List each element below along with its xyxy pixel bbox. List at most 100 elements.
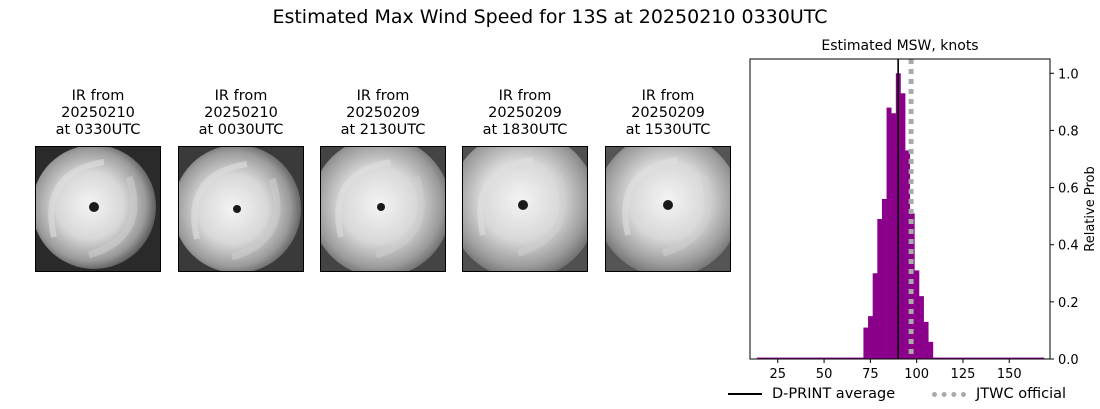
- histogram-bar: [988, 357, 994, 359]
- histogram-bar: [1034, 357, 1040, 359]
- x-tick-label: 100: [904, 367, 929, 382]
- ir-caption-date: 20250210: [61, 105, 135, 121]
- histogram-bar: [909, 213, 915, 359]
- y-tick-label: 0.4: [1058, 239, 1079, 254]
- histogram-bar: [770, 357, 776, 359]
- histogram-bar: [918, 296, 924, 359]
- histogram-bar: [1006, 357, 1012, 359]
- histogram-bar: [817, 357, 823, 359]
- ir-caption-time: at 2130UTC: [340, 122, 426, 138]
- histogram-bar: [1002, 357, 1008, 359]
- histogram-bar: [858, 357, 864, 359]
- ir-satellite-image: [178, 146, 304, 272]
- histogram-bar: [979, 357, 985, 359]
- legend-item-dprint: D-PRINT average: [728, 386, 895, 402]
- histogram-bar: [983, 357, 989, 359]
- plot-frame: [749, 58, 1051, 360]
- ir-satellite-image: [35, 146, 161, 272]
- histogram-bar: [900, 93, 906, 360]
- dotted-line-swatch-icon: [932, 391, 966, 397]
- histogram-bar: [923, 321, 929, 359]
- page-title: Estimated Max Wind Speed for 13S at 2025…: [272, 6, 828, 28]
- ir-panel: IR from 20250210 at 0330UTC: [35, 88, 161, 272]
- histogram-bar: [766, 357, 772, 359]
- histogram-bar: [844, 357, 850, 359]
- histogram-bar: [798, 357, 804, 359]
- histogram-bar: [840, 357, 846, 359]
- histogram-bar: [1025, 357, 1031, 359]
- legend-item-jtwc: JTWC official: [932, 386, 1066, 402]
- y-tick-label: 1.0: [1058, 67, 1079, 82]
- ir-panel: IR from 20250209 at 1830UTC: [462, 88, 588, 272]
- ir-caption-time: at 1830UTC: [482, 122, 568, 138]
- histogram-bar: [1011, 357, 1017, 359]
- histogram-bar: [956, 357, 961, 359]
- histogram-bar: [932, 357, 938, 359]
- histogram-bar: [835, 357, 841, 359]
- histogram-bar: [877, 219, 883, 359]
- histogram-bar: [881, 199, 887, 359]
- histogram-bar: [965, 357, 971, 359]
- chart-title: Estimated MSW, knots: [821, 38, 978, 54]
- ir-satellite-image: [462, 146, 588, 272]
- ir-satellite-image: [320, 146, 446, 272]
- ir-panel: IR from 20250210 at 0030UTC: [178, 88, 304, 272]
- legend-label-jtwc: JTWC official: [976, 386, 1067, 402]
- x-tick-label: 150: [997, 367, 1022, 382]
- y-tick-label: 0.8: [1058, 124, 1079, 139]
- histogram-bar: [1016, 357, 1022, 359]
- histogram-bar: [905, 150, 911, 359]
- histogram-bar: [826, 357, 832, 359]
- chart-legend: D-PRINT average JTWC official: [726, 386, 1100, 408]
- x-tick-label: 125: [951, 367, 976, 382]
- ir-caption: IR from 20250210 at 0330UTC: [35, 88, 161, 142]
- histogram-bar: [821, 357, 827, 359]
- ir-caption-date: 20250209: [631, 105, 705, 121]
- ir-caption-date: 20250209: [346, 105, 420, 121]
- ir-caption-date: 20250210: [204, 105, 278, 121]
- ir-caption-line1: IR from: [71, 88, 125, 104]
- histogram-bar: [872, 273, 878, 359]
- histogram-bar: [891, 113, 897, 360]
- ir-caption-time: at 1530UTC: [625, 122, 711, 138]
- histogram-bar: [780, 357, 786, 359]
- histogram-bar: [784, 357, 790, 359]
- histogram-bar: [789, 357, 795, 359]
- histogram-bar: [993, 357, 998, 359]
- histogram-bar: [946, 357, 952, 359]
- y-tick-label: 0.2: [1058, 296, 1079, 311]
- ir-panel: IR from 20250209 at 2130UTC: [320, 88, 446, 272]
- histogram-bar: [928, 341, 934, 359]
- histogram-bar: [868, 316, 873, 359]
- ir-caption: IR from 20250209 at 2130UTC: [320, 88, 446, 142]
- histogram-bar: [849, 357, 855, 359]
- histogram-bar: [812, 357, 818, 359]
- histogram-bar: [756, 357, 762, 359]
- y-tick-label: 0.6: [1058, 182, 1079, 197]
- histogram-bar: [1030, 357, 1036, 359]
- histogram-bar: [807, 357, 813, 359]
- ir-caption-line1: IR from: [214, 88, 268, 104]
- ir-caption: IR from 20250210 at 0030UTC: [178, 88, 304, 142]
- histogram-bar: [937, 357, 943, 359]
- histogram-bar: [960, 357, 966, 359]
- histogram-bar: [863, 327, 869, 359]
- histogram-bar: [803, 357, 809, 359]
- ir-caption-time: at 0030UTC: [198, 122, 284, 138]
- ir-satellite-image: [605, 146, 731, 272]
- x-tick-label: 25: [770, 367, 787, 382]
- histogram-bar: [942, 357, 948, 359]
- x-tick-label: 50: [816, 367, 833, 382]
- ir-caption-line1: IR from: [498, 88, 552, 104]
- histogram-bar: [1039, 357, 1045, 359]
- y-tick-label: 0.0: [1058, 353, 1079, 368]
- solid-line-swatch-icon: [728, 393, 762, 395]
- x-tick-label: 75: [862, 367, 879, 382]
- ir-panel: IR from 20250209 at 1530UTC: [605, 88, 731, 272]
- histogram-bar: [974, 357, 980, 359]
- y-axis-label: Relative Prob: [1083, 166, 1098, 251]
- histogram-bar: [914, 270, 920, 359]
- ir-caption-line1: IR from: [356, 88, 410, 104]
- ir-caption: IR from 20250209 at 1830UTC: [462, 88, 588, 142]
